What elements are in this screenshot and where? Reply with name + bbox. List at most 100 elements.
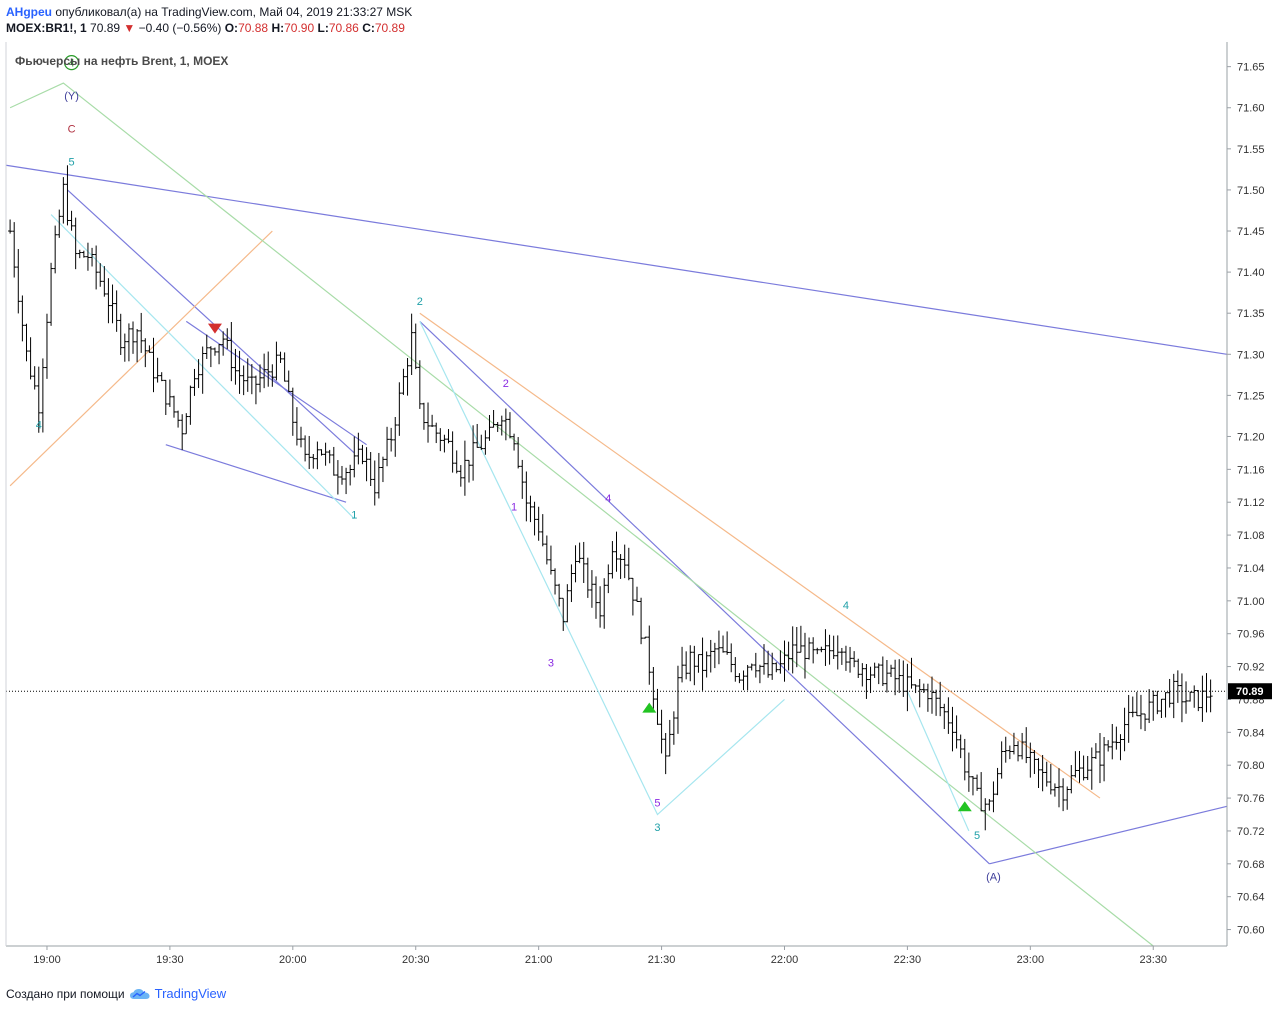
price-bar — [237, 350, 242, 394]
price-bar — [860, 663, 865, 687]
x-tick-label: 22:30 — [894, 954, 922, 966]
price-bar — [647, 625, 652, 685]
price-change: −0.40 (−0.56%) — [138, 21, 222, 35]
price-bar — [339, 465, 344, 485]
price-bar — [1118, 734, 1123, 761]
price-bar — [1024, 727, 1029, 764]
wave-label: 5 — [654, 797, 660, 809]
price-bar — [934, 689, 939, 716]
price-bar — [462, 440, 467, 496]
price-bar — [184, 413, 189, 435]
wave-label: 3 — [548, 658, 554, 670]
price-bar — [122, 333, 127, 362]
price-bar — [344, 467, 349, 495]
price-bar — [49, 262, 54, 326]
price-bar — [471, 425, 476, 481]
wave-label: 1 — [351, 510, 357, 522]
price-chart[interactable]: 4 5 C (Y) 4 1 2 2 1 4 3 5 3 4 5 (A) 71.65 71.60 71.55 71.5… — [0, 42, 1280, 982]
price-bar — [90, 247, 95, 267]
price-bar — [729, 643, 734, 673]
price-bar — [741, 670, 746, 691]
price-bar — [716, 630, 721, 665]
price-bar — [32, 366, 37, 390]
price-bar — [1184, 681, 1189, 714]
price-bar — [327, 449, 332, 464]
price-bar — [1073, 751, 1078, 778]
price-bar — [294, 407, 299, 446]
wave-label: 3 — [654, 822, 660, 834]
price-bar — [364, 447, 369, 482]
price-bar — [880, 656, 885, 687]
price-bar — [311, 453, 316, 469]
price-bar — [204, 334, 209, 359]
price-bar — [663, 732, 668, 775]
price-bar — [1065, 786, 1070, 810]
price-bar — [282, 352, 287, 382]
close-value: 70.89 — [374, 21, 405, 35]
price-bar — [651, 666, 656, 709]
price-bar — [1204, 673, 1209, 713]
price-bar — [315, 441, 320, 470]
price-bar — [749, 663, 754, 671]
tradingview-link[interactable]: TradingView — [154, 986, 227, 1001]
price-bar — [16, 249, 21, 314]
price-bar — [98, 263, 103, 287]
price-bar — [889, 664, 894, 677]
wave-label: 2 — [503, 378, 509, 390]
y-tick-label: 70.80 — [1237, 760, 1265, 772]
price-bar — [151, 337, 156, 393]
price-bar — [114, 290, 119, 332]
price-bar — [901, 660, 906, 697]
price-bar — [704, 651, 709, 678]
price-bar — [118, 313, 123, 355]
price-bar — [1147, 689, 1152, 724]
price-bar — [1134, 692, 1139, 717]
price-bar — [708, 639, 713, 673]
chart-title: Фьючерсы на нефть Brent, 1, MOEX — [15, 54, 228, 68]
high-label: H: — [271, 21, 285, 35]
x-tick-label: 21:00 — [525, 954, 553, 966]
price-bar — [171, 395, 176, 418]
price-bar — [913, 684, 918, 694]
y-tick-label: 71.20 — [1237, 431, 1265, 443]
price-bar — [1110, 723, 1115, 760]
price-bar — [696, 654, 701, 673]
price-bar — [405, 358, 410, 396]
y-tick-label: 71.30 — [1237, 349, 1265, 361]
price-bar — [737, 673, 742, 684]
sell-signal-marker — [207, 323, 222, 334]
wave-label: C — [68, 123, 76, 135]
author-name[interactable]: AHgpeu — [6, 5, 52, 19]
wave-label: (Y) — [64, 91, 79, 103]
price-bar — [81, 250, 86, 258]
price-bar — [163, 379, 168, 416]
price-bar — [1036, 758, 1041, 789]
price-bar — [1122, 707, 1127, 752]
price-bar — [811, 637, 816, 664]
price-bar — [925, 683, 930, 712]
price-bar — [802, 632, 807, 679]
price-bar — [57, 209, 62, 238]
price-bar — [319, 449, 324, 456]
price-bar — [798, 625, 803, 653]
trend-line — [419, 321, 785, 816]
y-tick-label: 71.65 — [1237, 62, 1265, 74]
price-bar — [225, 328, 230, 350]
y-tick-label: 70.76 — [1237, 793, 1265, 805]
price-bar — [249, 364, 254, 395]
price-bar — [372, 460, 377, 506]
trend-line — [906, 690, 970, 832]
price-bar — [762, 644, 767, 675]
price-bar — [352, 436, 357, 478]
price-bar — [999, 741, 1004, 779]
price-bar — [491, 409, 496, 428]
price-bar — [778, 650, 783, 674]
price-bar — [876, 663, 881, 685]
price-bar — [262, 353, 267, 389]
buy-signal-marker — [642, 702, 657, 713]
y-tick-label: 70.84 — [1237, 727, 1265, 739]
price-bar — [569, 564, 574, 603]
wave-label: 4 — [68, 58, 74, 70]
price-bar — [1089, 747, 1094, 790]
price-bar — [610, 541, 615, 579]
